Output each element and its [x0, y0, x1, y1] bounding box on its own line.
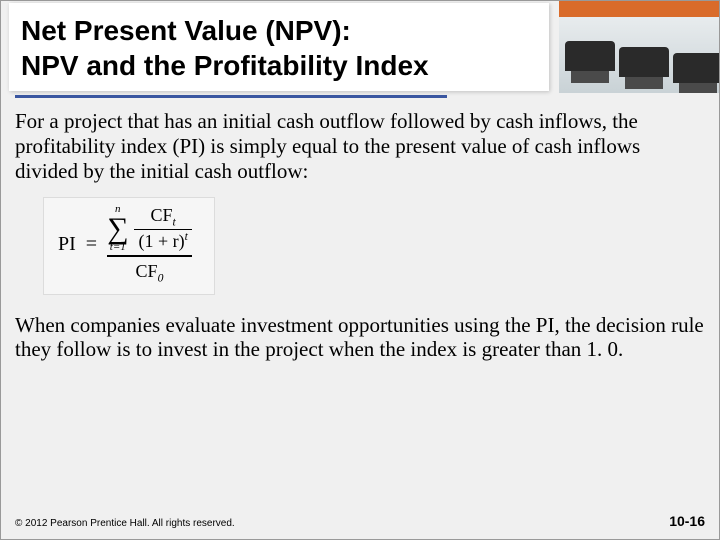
footer: © 2012 Pearson Prentice Hall. All rights… [15, 513, 705, 529]
decision-rule-paragraph: When companies evaluate investment oppor… [15, 313, 705, 363]
accent-bar [559, 1, 719, 17]
formula-numerator: n ∑ t=1 CFt (1 + r)t [107, 204, 192, 253]
title-line-2: NPV and the Profitability Index [21, 50, 429, 81]
title-box: Net Present Value (NPV): NPV and the Pro… [9, 3, 549, 91]
formula-box: PI = n ∑ t=1 CFt [43, 197, 215, 294]
formula-main-fraction: n ∑ t=1 CFt (1 + r)t [107, 204, 192, 285]
slide: Net Present Value (NPV): NPV and the Pro… [0, 0, 720, 540]
intro-paragraph: For a project that has an initial cash o… [15, 109, 705, 183]
main-fraction-bar [107, 255, 192, 257]
formula-denominator: CF0 [136, 259, 164, 285]
inner-numerator: CFt [147, 205, 180, 229]
inner-fraction: CFt (1 + r)t [134, 205, 191, 253]
pi-formula: PI = n ∑ t=1 CFt [58, 204, 192, 285]
title-underline [15, 95, 447, 98]
formula-equals: = [86, 233, 97, 257]
sigma-block: n ∑ t=1 [107, 204, 128, 253]
formula-lhs: PI [58, 233, 76, 257]
sum-lower: t=1 [110, 242, 126, 253]
formula-container: PI = n ∑ t=1 CFt [43, 197, 705, 294]
page-number: 10-16 [669, 513, 705, 529]
inner-denominator: (1 + r)t [134, 230, 191, 252]
title-line-1: Net Present Value (NPV): [21, 15, 351, 46]
copyright-text: © 2012 Pearson Prentice Hall. All rights… [15, 518, 235, 529]
decorative-photo [559, 17, 719, 93]
sigma-icon: ∑ [107, 215, 128, 242]
body-content: For a project that has an initial cash o… [15, 109, 705, 376]
slide-title: Net Present Value (NPV): NPV and the Pro… [21, 13, 537, 83]
